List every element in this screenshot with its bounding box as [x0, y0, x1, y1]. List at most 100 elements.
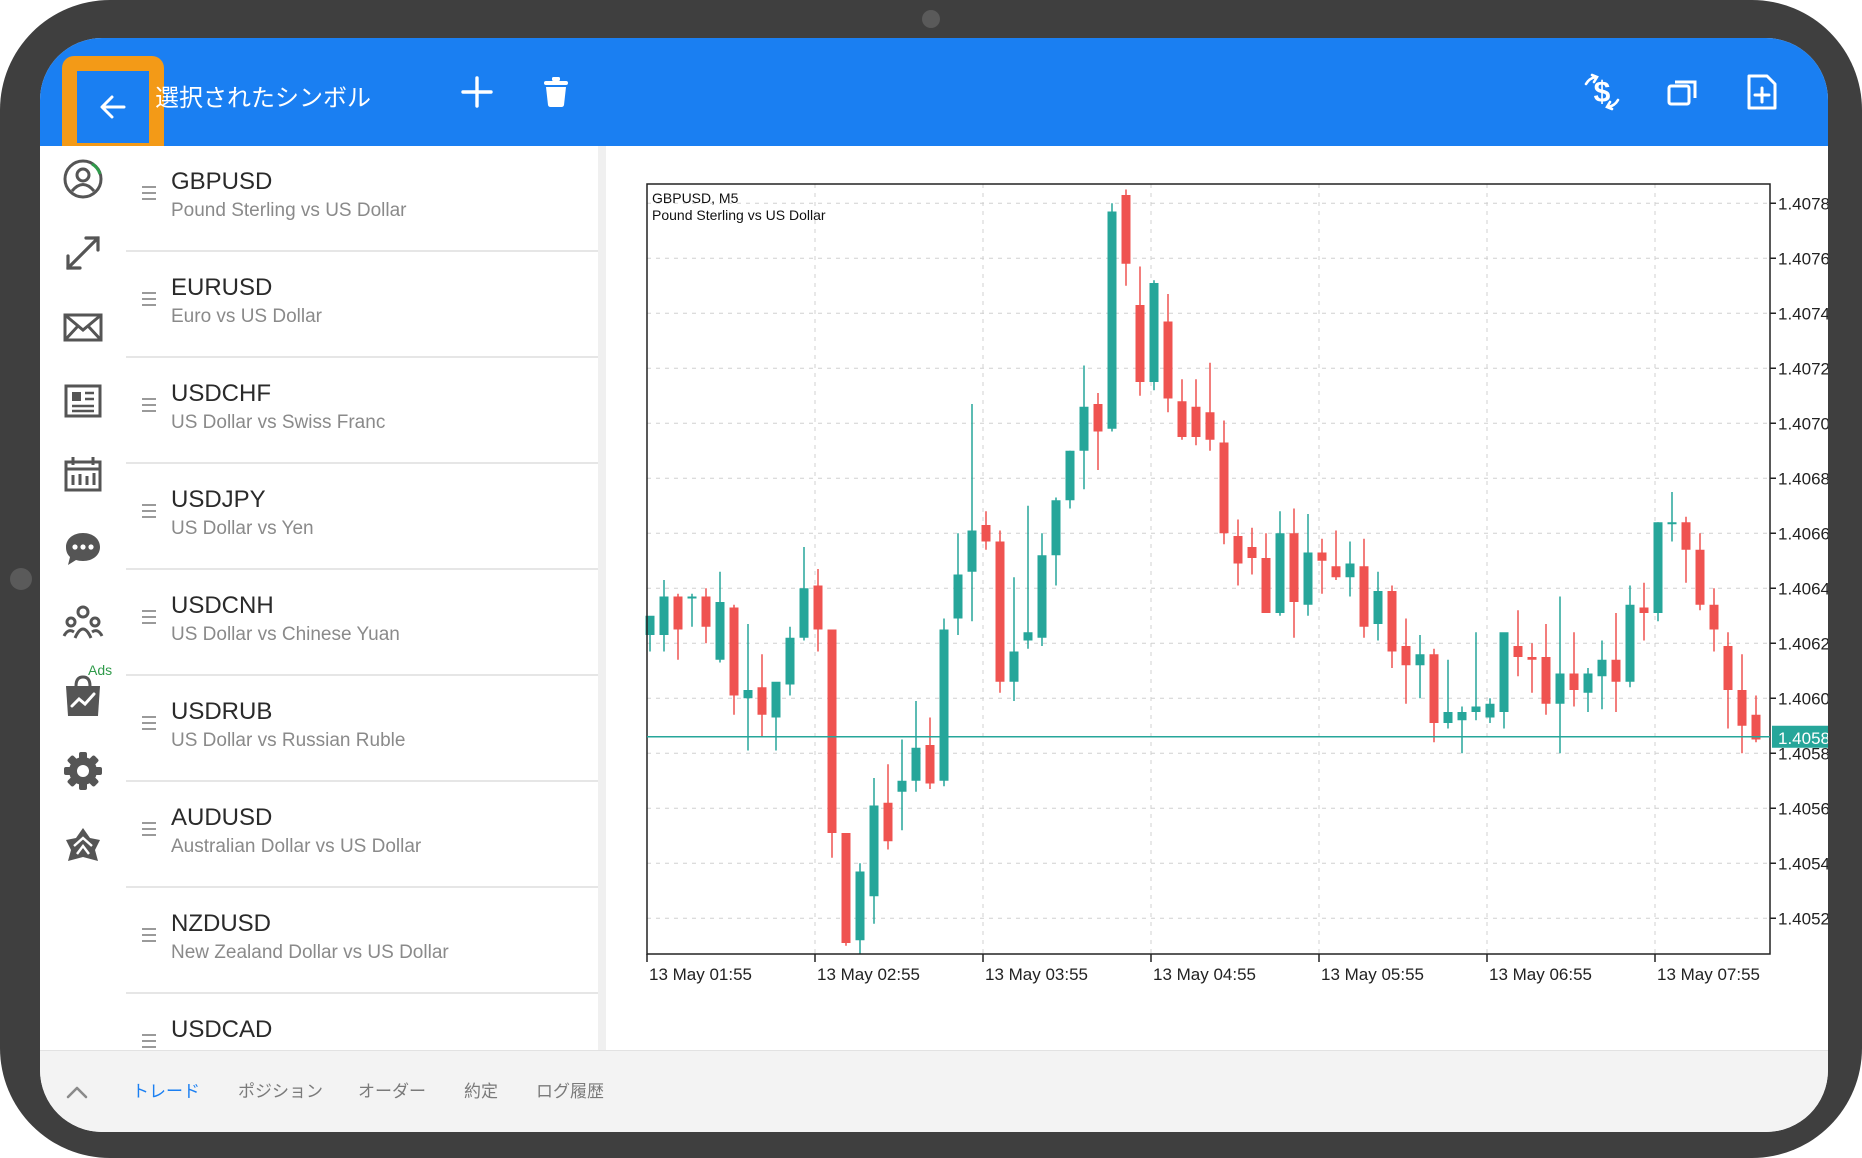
dollar-exchange-button[interactable]: $: [1580, 70, 1624, 114]
candle: [1401, 618, 1411, 704]
candle-body: [1009, 651, 1019, 682]
symbol-name: USDRUB: [171, 698, 273, 725]
sidebar-item-trade[interactable]: [58, 228, 108, 278]
candle: [1247, 527, 1257, 575]
candle: [1555, 596, 1565, 754]
candle-body: [1163, 321, 1173, 399]
candle-body: [1751, 714, 1761, 740]
tab-deals[interactable]: 約定: [464, 1082, 498, 1101]
list-item[interactable]: USDCAD US Dollar vs Canadian Dollar: [126, 994, 598, 1050]
candle-body: [1093, 404, 1103, 432]
y-tick-label: 1.40720: [1778, 359, 1828, 378]
candle-body: [1527, 657, 1537, 660]
candle: [911, 701, 921, 792]
candle-body: [1373, 591, 1383, 624]
candle: [883, 764, 893, 850]
sidebar-item-mail[interactable]: [58, 302, 108, 352]
sidebar-item-market[interactable]: [58, 672, 108, 722]
candle: [1065, 450, 1075, 509]
drag-handle-icon[interactable]: [142, 822, 156, 840]
candle: [743, 624, 753, 751]
drag-handle-icon[interactable]: [142, 716, 156, 734]
x-tick-label: 13 May 04:55: [1153, 965, 1256, 984]
candle: [841, 833, 851, 946]
drag-handle-icon[interactable]: [142, 928, 156, 946]
symbol-description: US Dollar vs Canadian Dollar: [171, 1048, 418, 1050]
tab-history-log[interactable]: ログ履歴: [536, 1082, 604, 1101]
drag-handle-icon[interactable]: [142, 292, 156, 310]
candle: [1709, 588, 1719, 652]
candle-body: [1541, 657, 1551, 704]
current-price-badge: [1772, 725, 1828, 748]
candle-body: [1149, 283, 1159, 382]
sidebar-item-news[interactable]: [58, 376, 108, 426]
drag-handle-icon[interactable]: [142, 1034, 156, 1050]
list-item[interactable]: USDCHF US Dollar vs Swiss Franc: [126, 358, 598, 464]
y-tick-label: 1.40760: [1778, 249, 1828, 268]
sidebar-item-tradays[interactable]: [58, 820, 108, 870]
price-chart[interactable]: 1.40780 1.40760 1.40740 1.40720 1.40700 1.406…: [606, 146, 1828, 1050]
y-tick-label: 1.40680: [1778, 469, 1828, 488]
candle: [1051, 497, 1061, 586]
chart-border: [646, 183, 1771, 955]
symbol-description: Pound Sterling vs US Dollar: [171, 200, 407, 221]
x-tick-label: 13 May 06:55: [1489, 965, 1592, 984]
candle: [1429, 648, 1439, 743]
list-item[interactable]: EURUSD Euro vs US Dollar: [126, 252, 598, 358]
ads-label: Ads: [88, 662, 113, 678]
windows-button[interactable]: [1660, 70, 1704, 114]
symbol-list: GBPUSD Pound Sterling vs US Dollar EURUSD E…: [126, 146, 598, 1050]
back-button[interactable]: [62, 56, 164, 158]
candle: [1583, 668, 1593, 712]
drag-handle-icon[interactable]: [142, 186, 156, 204]
current-price-label: 1.40586: [1778, 729, 1828, 748]
candle-body: [1107, 211, 1117, 429]
chart-symbol-label: GBPUSD, M5: [652, 190, 739, 206]
panel-divider: [598, 146, 606, 1050]
delete-symbol-button[interactable]: [534, 70, 578, 114]
tab-orders[interactable]: オーダー: [358, 1082, 426, 1101]
new-chart-button[interactable]: [1740, 70, 1784, 114]
candle: [925, 717, 935, 789]
candle: [1611, 613, 1621, 712]
candle-body: [1233, 536, 1243, 564]
x-tick-label: 13 May 01:55: [649, 965, 752, 984]
candle-body: [1597, 659, 1607, 677]
candle: [757, 654, 767, 737]
list-item[interactable]: USDCNH US Dollar vs Chinese Yuan: [126, 570, 598, 676]
list-item[interactable]: USDRUB US Dollar vs Russian Ruble: [126, 676, 598, 782]
chevron-up-icon[interactable]: [62, 1079, 92, 1105]
camera-dot: [922, 10, 940, 28]
symbol-name: GBPUSD: [171, 168, 273, 195]
list-item[interactable]: GBPUSD Pound Sterling vs US Dollar: [126, 146, 598, 252]
candle: [785, 626, 795, 696]
add-symbol-button[interactable]: [455, 70, 499, 114]
candle: [1387, 585, 1397, 668]
list-item[interactable]: USDJPY US Dollar vs Yen: [126, 464, 598, 570]
candle-body: [1499, 632, 1509, 712]
candle-body: [687, 596, 697, 599]
candle: [1177, 379, 1187, 440]
candle: [1303, 514, 1313, 616]
symbol-name: AUDUSD: [171, 804, 273, 831]
sidebar-item-calendar[interactable]: [58, 450, 108, 500]
drag-handle-icon[interactable]: [142, 504, 156, 522]
sidebar-item-chat[interactable]: [58, 524, 108, 574]
tab-positions[interactable]: ポジション: [238, 1082, 323, 1101]
sidebar-item-settings[interactable]: [58, 746, 108, 796]
windows-icon: [1667, 80, 1697, 106]
list-item[interactable]: AUDUSD Australian Dollar vs US Dollar: [126, 782, 598, 888]
y-tick-label: 1.40600: [1778, 689, 1828, 708]
candle-body: [1709, 604, 1719, 630]
candle-body: [701, 596, 711, 627]
symbol-description: US Dollar vs Yen: [171, 518, 314, 539]
drag-handle-icon[interactable]: [142, 610, 156, 628]
sidebar-item-community[interactable]: [58, 598, 108, 648]
tab-trade[interactable]: トレード: [132, 1082, 200, 1101]
list-item[interactable]: NZDUSD New Zealand Dollar vs US Dollar: [126, 888, 598, 994]
drag-handle-icon[interactable]: [142, 398, 156, 416]
candle-body: [1611, 659, 1621, 682]
candle: [827, 629, 837, 858]
candle: [1345, 541, 1355, 597]
sidebar-item-accounts[interactable]: [58, 154, 108, 204]
